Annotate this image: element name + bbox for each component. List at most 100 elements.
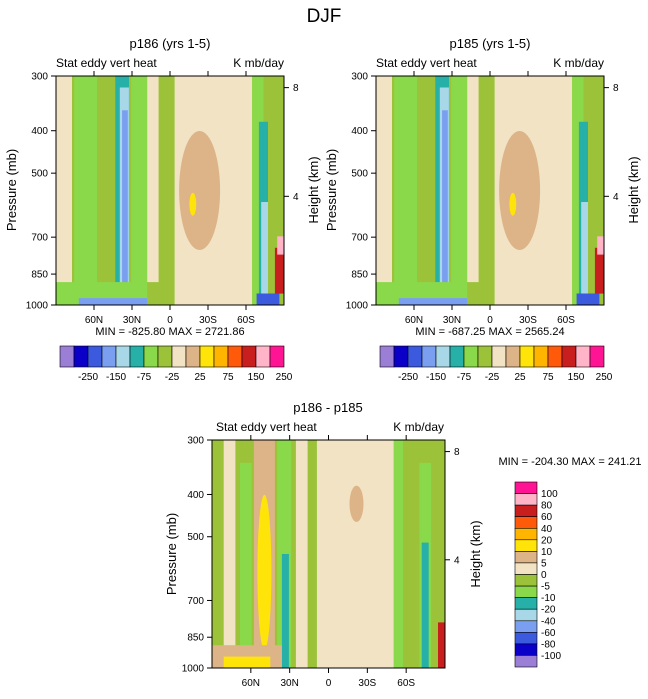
colorbar-cell xyxy=(514,562,538,575)
left-label: Stat eddy vert heat xyxy=(216,420,317,434)
colorbar-cell xyxy=(514,585,538,598)
colorbar-label: -75 xyxy=(137,372,152,383)
field-band-teal xyxy=(421,542,429,668)
field-band-pink xyxy=(597,236,604,255)
field-band-red xyxy=(274,247,284,294)
field-band-green xyxy=(309,440,315,668)
y2-axis: 84 xyxy=(445,447,460,566)
colorbar-cell xyxy=(449,345,465,368)
field-blob-brown xyxy=(499,131,541,250)
panel-title: p185 (yrs 1-5) xyxy=(450,36,531,51)
colorbar-label: -10 xyxy=(541,593,556,604)
x-tick-label: 60N xyxy=(242,678,260,689)
colorbar-cell xyxy=(561,345,577,368)
field-band-tan xyxy=(147,76,159,283)
colorbar-label: -20 xyxy=(541,605,556,616)
field-band-green xyxy=(433,440,445,668)
colorbar-cell xyxy=(514,574,538,587)
units-label: K mb/day xyxy=(393,420,444,434)
field-band-green xyxy=(483,76,493,305)
x-tick-label: 60S xyxy=(397,678,415,689)
field-band-lgreen xyxy=(74,76,97,305)
colorbar-cell xyxy=(514,527,538,541)
y-axis: 300 400 500 700 850 1000 xyxy=(182,436,212,675)
colorbar-cell xyxy=(269,345,285,368)
colorbar-cell xyxy=(255,345,271,368)
y-tick-label: 700 xyxy=(31,233,48,244)
left-label: Stat eddy vert heat xyxy=(376,56,477,70)
colorbar-cell xyxy=(101,345,117,368)
contour-field xyxy=(56,76,284,305)
field-band-green xyxy=(101,76,113,305)
field-band-lgreen xyxy=(394,76,417,305)
colorbar-label: 25 xyxy=(514,372,526,383)
colorbar-cell xyxy=(115,345,131,368)
colorbar-cell xyxy=(393,345,409,368)
colorbar-cell xyxy=(143,345,159,368)
field-blob-brown xyxy=(349,485,364,522)
colorbar-cell xyxy=(199,345,215,368)
colorbar-cell xyxy=(73,345,89,368)
colorbar-label: 0 xyxy=(541,570,547,581)
colorbar: -250 -150 -75 -25 25 75 150 250 xyxy=(59,345,293,383)
figure-title: DJF xyxy=(307,6,342,27)
x-axis: 60N 30N 0 30S 60S xyxy=(405,71,575,326)
field-band-lgreen xyxy=(252,76,264,305)
colorbar-cell xyxy=(87,345,103,368)
panel-p185: p185 (yrs 1-5) Stat eddy vert heat K mb/… xyxy=(324,36,641,383)
x-tick-label: 60N xyxy=(85,315,103,326)
field-band-lblue xyxy=(581,202,588,305)
colorbar-cell xyxy=(171,345,187,368)
colorbar-label: 75 xyxy=(222,372,234,383)
colorbar-label: -75 xyxy=(457,372,472,383)
field-band-green xyxy=(403,440,418,668)
y-axis-label: Pressure (mb) xyxy=(4,149,19,231)
x-tick-label: 60N xyxy=(405,315,423,326)
x-tick-label: 0 xyxy=(167,315,173,326)
panel-title: p186 - p185 xyxy=(293,400,362,415)
field-band-surface-blue xyxy=(256,293,280,305)
y2-axis-label: Height (km) xyxy=(626,156,641,223)
colorbar-cell xyxy=(505,345,521,368)
y-tick-label: 400 xyxy=(31,126,48,137)
y-tick-label: 850 xyxy=(351,270,368,281)
colorbar-cell xyxy=(519,345,535,368)
y-tick-label: 400 xyxy=(187,490,204,501)
y2-tick-label: 4 xyxy=(613,192,619,203)
x-tick-label: 30S xyxy=(519,315,537,326)
colorbar-label: 5 xyxy=(541,558,547,569)
field-band-green xyxy=(421,76,433,305)
y-tick-label: 700 xyxy=(351,233,368,244)
colorbar-cell xyxy=(157,345,173,368)
field-blob-brown xyxy=(179,131,221,250)
colorbar-label: -250 xyxy=(78,372,98,383)
colorbar-cell xyxy=(514,516,538,529)
min-max-label: MIN = -204.30 MAX = 241.21 xyxy=(498,456,641,468)
colorbar-label: 75 xyxy=(542,372,554,383)
colorbar-label: 60 xyxy=(541,512,553,523)
colorbar-label: 40 xyxy=(541,524,553,535)
field-band-lgreen xyxy=(451,76,468,305)
x-tick-label: 30S xyxy=(199,315,217,326)
y-tick-label: 850 xyxy=(31,270,48,281)
y-tick-label: 850 xyxy=(187,633,204,644)
colorbar-label: -25 xyxy=(165,372,180,383)
panel-title: p186 (yrs 1-5) xyxy=(130,36,211,51)
colorbar-cell xyxy=(514,655,538,668)
field-band-pink xyxy=(277,236,284,255)
field-band-surface-blue xyxy=(398,298,468,305)
field-blob-yellow xyxy=(189,192,197,216)
x-tick-label: 60S xyxy=(557,315,575,326)
x-axis: 60N 30N 0 30S 60S xyxy=(85,71,255,326)
colorbar-cell xyxy=(59,345,75,368)
colorbar-label: 25 xyxy=(194,372,206,383)
colorbar-label: 80 xyxy=(541,501,553,512)
y2-axis-label: Height (km) xyxy=(468,520,483,587)
panel-p186: p186 (yrs 1-5) Stat eddy vert heat K mb/… xyxy=(4,36,321,383)
colorbar-label: -5 xyxy=(541,582,550,593)
y2-tick-label: 4 xyxy=(293,192,299,203)
y-tick-label: 300 xyxy=(187,436,204,447)
y-tick-label: 500 xyxy=(31,169,48,180)
field-band-tan xyxy=(295,440,308,668)
y2-axis: 84 xyxy=(604,83,619,203)
